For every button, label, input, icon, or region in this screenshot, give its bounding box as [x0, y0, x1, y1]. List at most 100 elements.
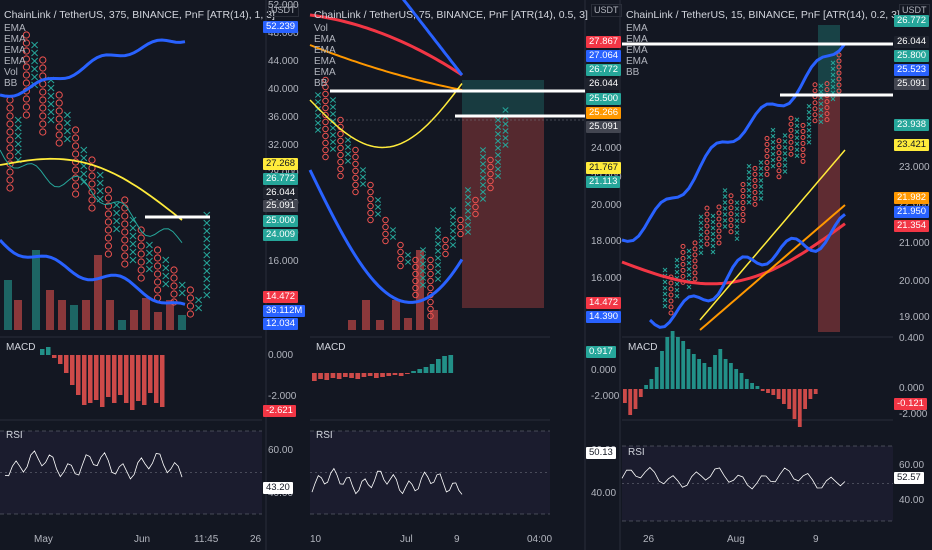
pnf-x-box [419, 275, 427, 281]
macd-bar [665, 337, 670, 389]
macd-bar [112, 355, 117, 403]
macd-bar [729, 363, 733, 389]
bb-lower-line [0, 238, 186, 306]
pnf-x-box [758, 178, 764, 183]
pnf-x-box [686, 284, 692, 290]
macd-bar [623, 389, 627, 403]
pnf-o-box [680, 249, 686, 255]
pnf-x-box [80, 154, 88, 162]
macd-bar [343, 373, 348, 377]
volume-bar [130, 310, 138, 330]
pnf-x-box [329, 118, 337, 124]
pnf-o-box [39, 88, 47, 96]
pnf-o-box [800, 140, 806, 146]
pnf-o-box [776, 174, 782, 180]
pnf-o-box [72, 174, 80, 182]
price-tag: 14.472 [586, 297, 622, 309]
pnf-o-box [170, 290, 178, 298]
pnf-o-box [728, 217, 734, 223]
pnf-o-box [692, 264, 698, 270]
pnf-x-box [734, 230, 740, 236]
pnf-o-box [352, 181, 359, 189]
pnf-x-box [113, 201, 121, 209]
pnf-x-box [710, 231, 716, 237]
macd-bar [76, 355, 81, 395]
pnf-o-box [121, 196, 129, 204]
macd-bar [64, 355, 69, 373]
time-tick: 9 [813, 534, 819, 545]
pnf-o-box [427, 263, 434, 271]
pnf-x-box [674, 257, 680, 263]
pnf-o-box [6, 168, 14, 176]
pnf-x-box [419, 261, 427, 267]
pnf-o-box [154, 286, 162, 294]
pnf-x-box [344, 144, 352, 150]
pnf-x-box [830, 96, 836, 102]
price-tag: 26.772 [586, 64, 622, 76]
macd-bar [649, 379, 654, 389]
pnf-o-box [752, 177, 758, 183]
pnf-x-box [479, 175, 487, 181]
pnf-x-box [794, 123, 800, 129]
pnf-o-box [382, 223, 389, 231]
pnf-o-box [812, 106, 818, 112]
pnf-o-box [322, 83, 329, 91]
pnf-o-box [487, 177, 494, 185]
pnf-x-box [329, 146, 337, 152]
pnf-x-box [782, 157, 788, 162]
pnf-o-box [121, 212, 129, 220]
pnf-x-box [782, 151, 788, 156]
volume-bar [166, 300, 174, 330]
volume-bar [362, 300, 370, 330]
pnf-o-box [812, 118, 818, 124]
macd-histogram [623, 331, 818, 427]
pnf-o-box [121, 220, 129, 228]
price-tag: 21.950 [894, 206, 930, 218]
pnf-o-box [442, 243, 449, 251]
pnf-o-box [337, 144, 344, 152]
pnf-o-box [137, 226, 145, 234]
pnf-x-box [479, 196, 487, 202]
pnf-o-box [427, 298, 434, 306]
pnf-x-box [374, 211, 382, 217]
pnf-x-box [96, 187, 104, 195]
pnf-x-box [479, 161, 487, 167]
pnf-o-box [104, 226, 113, 234]
pnf-o-box [121, 236, 129, 244]
pnf-o-box [740, 206, 746, 212]
pnf-o-box [6, 128, 14, 136]
pnf-o-box [728, 199, 734, 205]
pnf-x-box [830, 84, 836, 90]
time-tick: Jul [400, 534, 413, 545]
pnf-x-box [818, 83, 824, 89]
pnf-o-box [154, 270, 162, 278]
pnf-x-box [479, 147, 487, 153]
legend-item: BB [314, 78, 328, 89]
pnf-x-box [479, 182, 487, 188]
price-tag: 26.044 [894, 36, 930, 48]
pnf-x-box [329, 97, 337, 103]
price-tag: 52.239 [263, 21, 299, 33]
pnf-o-box [776, 168, 782, 174]
volume-bar [430, 310, 438, 330]
pnf-x-box [710, 237, 716, 243]
pnf-x-box [329, 139, 337, 145]
pnf-o-box [88, 156, 96, 164]
legend-item: BB [626, 67, 640, 78]
pnf-x-box [710, 213, 716, 219]
volume-bar [348, 320, 356, 330]
pnf-x-box [96, 179, 104, 187]
pnf-x-box [494, 166, 502, 172]
macd-bar [702, 363, 707, 389]
pnf-o-box [472, 203, 479, 211]
macd-bar [336, 373, 342, 379]
pnf-o-box [322, 125, 329, 133]
pnf-x-box [710, 243, 716, 249]
pnf-x-box [734, 200, 740, 206]
pnf-x-box [494, 159, 502, 165]
pnf-x-box [203, 275, 211, 283]
pnf-x-box [806, 139, 812, 145]
macd-bar [670, 331, 675, 389]
volume-bar [32, 250, 40, 330]
pnf-x-box [479, 168, 487, 174]
